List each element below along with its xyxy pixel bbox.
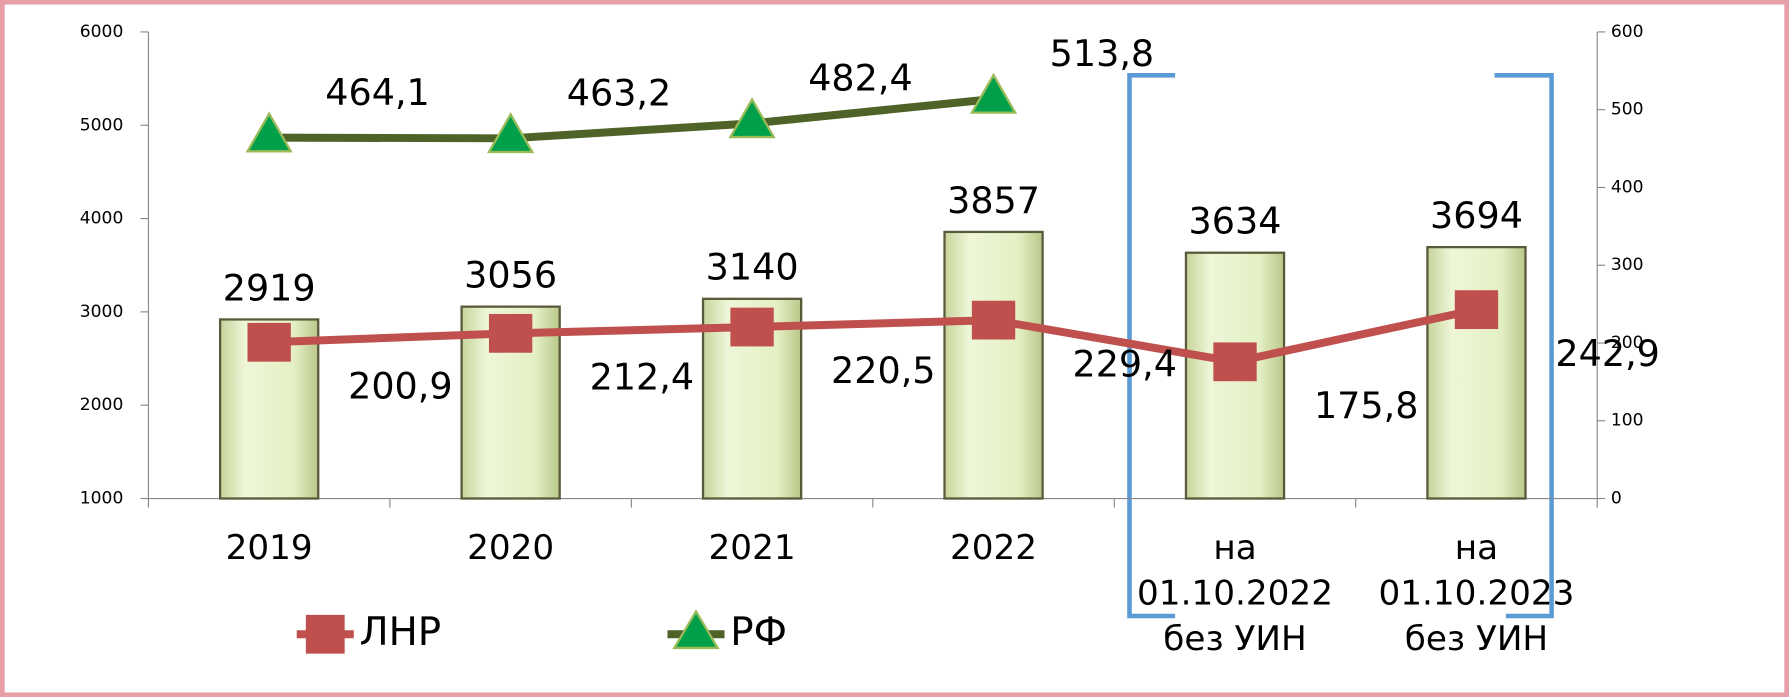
bar-value-label: 3634 xyxy=(1189,200,1282,243)
bar-value-label: 2919 xyxy=(223,266,316,309)
x-tick-label-box: 2022 xyxy=(949,528,1038,569)
x-tick-label: на 01.10.2023 без УИН xyxy=(1378,528,1575,660)
y-tick-label: 2000 xyxy=(80,395,124,415)
line-value-label: 242,9 xyxy=(1555,332,1660,375)
bar xyxy=(1426,245,1527,500)
bar-value-label: 3857 xyxy=(947,179,1040,222)
legend-label: РФ xyxy=(730,610,787,655)
line-value-label: 229,4 xyxy=(1072,342,1176,385)
bracket-right xyxy=(1494,73,1554,619)
y-tick-label: 6000 xyxy=(80,22,124,42)
line-value-label: 200,9 xyxy=(348,364,453,407)
line xyxy=(269,94,994,143)
y2-tick-label: 300 xyxy=(1611,255,1644,275)
x-tick-label: на 01.10.2022 без УИН xyxy=(1137,528,1333,660)
x-tick-label-box: на 01.10.2023 без УИН xyxy=(1378,528,1575,660)
line-value-label: 482,4 xyxy=(808,57,913,100)
marker xyxy=(1213,342,1257,382)
line xyxy=(269,305,1478,366)
y2-tick-label: 500 xyxy=(1611,100,1644,120)
x-tick-label-box: 2021 xyxy=(708,528,796,569)
x-tick-label: 2021 xyxy=(708,528,796,569)
legend-marker xyxy=(305,614,345,654)
x-tick-label: 2019 xyxy=(225,528,313,569)
marker xyxy=(1454,290,1499,330)
y-tick-label: 5000 xyxy=(80,115,124,135)
line-value-label: 220,5 xyxy=(831,349,936,392)
y2-tick-label: 100 xyxy=(1611,411,1644,431)
line-value-label: 212,4 xyxy=(590,355,694,398)
y-tick-label: 1000 xyxy=(80,489,124,509)
marker xyxy=(488,313,533,353)
y2-tick-label: 600 xyxy=(1611,22,1644,42)
line-value-label: 175,8 xyxy=(1314,384,1419,427)
marker xyxy=(728,97,776,139)
marker xyxy=(486,112,535,154)
bar-value-label: 3694 xyxy=(1430,194,1523,237)
x-tick-label-box: на 01.10.2022 без УИН xyxy=(1137,528,1333,660)
y-tick-label: 3000 xyxy=(80,302,124,322)
y2-tick-label: 0 xyxy=(1611,489,1622,509)
x-tick-label: 2022 xyxy=(949,528,1038,569)
marker xyxy=(969,72,1018,114)
marker xyxy=(247,322,291,362)
marker xyxy=(971,300,1016,340)
x-tick-label-box: 2019 xyxy=(225,528,313,569)
y2-tick-label: 400 xyxy=(1611,177,1644,197)
legend-marker xyxy=(672,609,720,650)
line-value-label: 513,8 xyxy=(1050,32,1155,75)
marker xyxy=(730,307,774,347)
line-value-label: 464,1 xyxy=(325,71,430,114)
marker xyxy=(245,111,293,153)
x-tick-label-box: 2020 xyxy=(467,528,555,569)
bar xyxy=(943,230,1044,500)
y-tick-label: 4000 xyxy=(80,209,124,229)
line-value-label: 463,2 xyxy=(567,71,672,114)
x-tick-label: 2020 xyxy=(467,528,555,569)
bar-value-label: 3056 xyxy=(464,253,557,296)
y2-tick-label: 200 xyxy=(1611,333,1644,353)
legend-label: ЛНР xyxy=(359,610,441,655)
bar-value-label: 3140 xyxy=(706,246,799,289)
